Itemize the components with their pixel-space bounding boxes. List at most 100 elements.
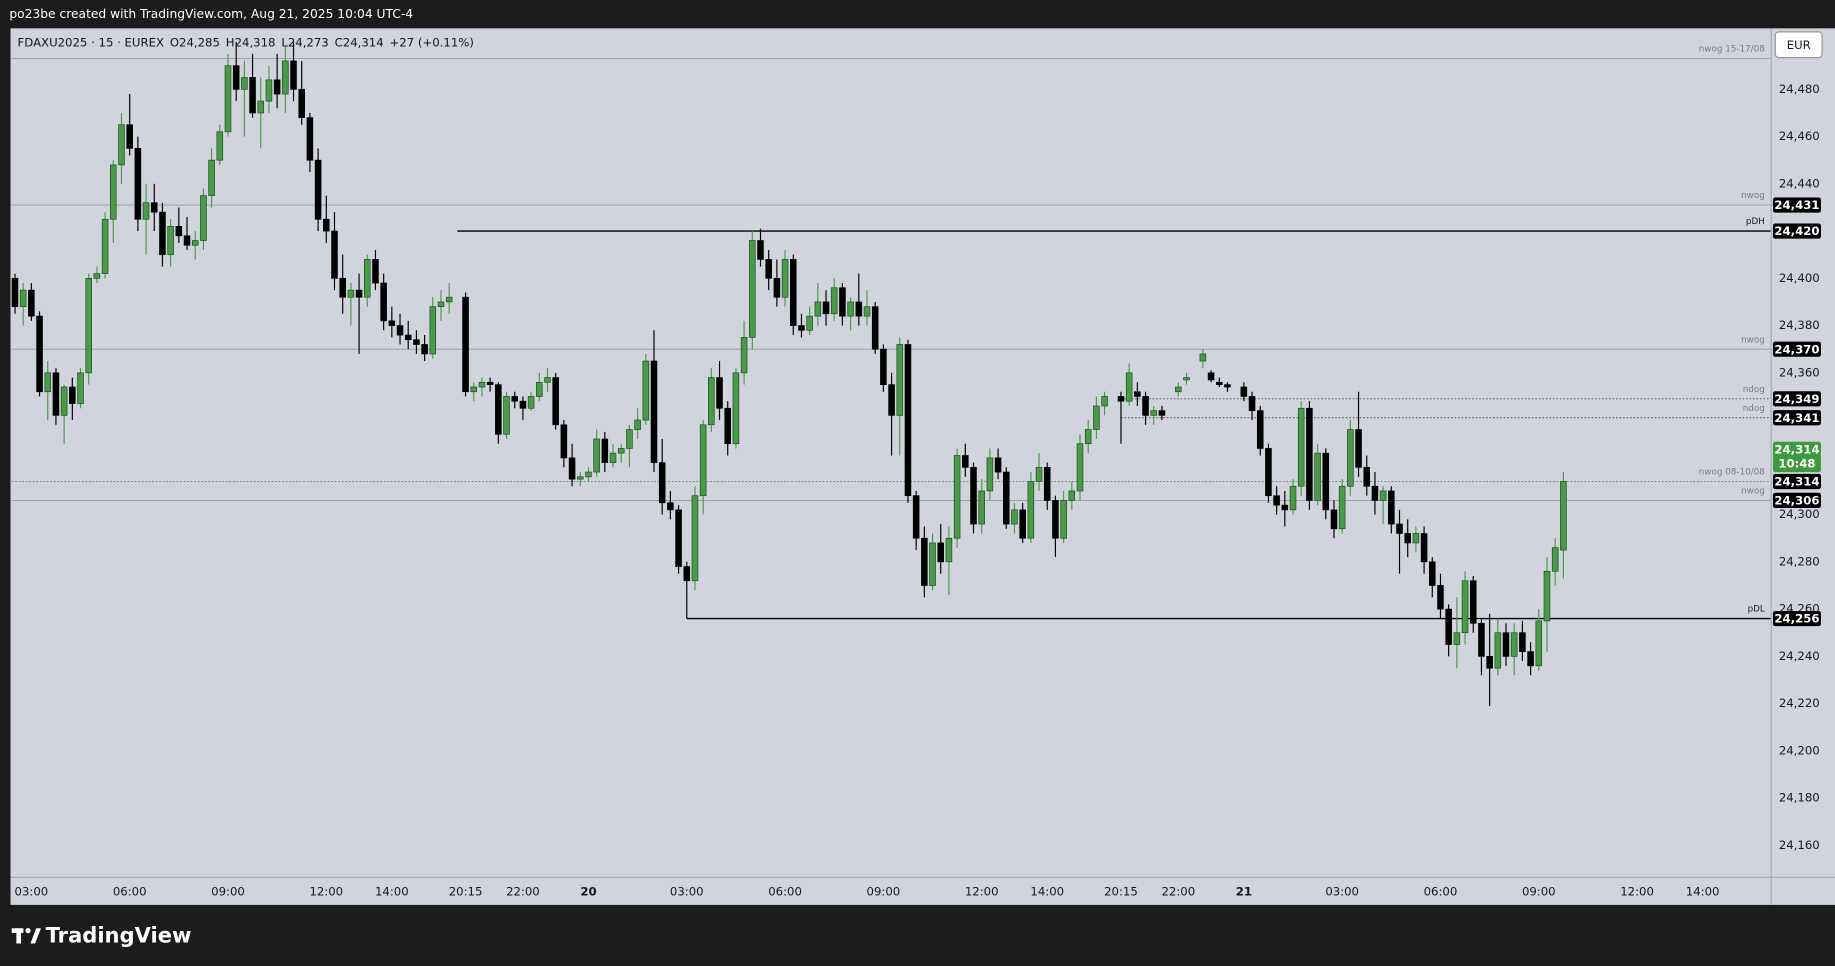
candle-body	[126, 124, 133, 149]
x-tick-label: 03:00	[1325, 885, 1359, 899]
candle-body	[1347, 429, 1354, 487]
x-tick-label: 20:15	[1104, 885, 1138, 899]
candle-body	[1379, 490, 1387, 501]
currency-button[interactable]	[1774, 31, 1823, 59]
level-name: pDH	[1746, 217, 1765, 227]
candle-body	[871, 306, 879, 350]
candle-body	[650, 360, 658, 463]
candle-body	[536, 381, 543, 397]
candle-body	[708, 377, 715, 426]
price-label: 24,431	[1774, 198, 1819, 212]
candle-body	[134, 148, 142, 220]
candle-body	[511, 396, 518, 402]
level-name: nwog 15-17/08	[1699, 45, 1765, 55]
x-tick-label: 22:00	[1161, 885, 1195, 899]
candle-body	[1445, 608, 1452, 645]
candle-body	[798, 325, 805, 331]
candle-body	[1150, 410, 1158, 416]
candle-body	[552, 377, 559, 426]
candle-body	[1125, 372, 1133, 402]
logo-slash	[30, 928, 41, 944]
price-label: 24,306	[1774, 494, 1819, 508]
x-tick-label: 12:00	[965, 885, 999, 899]
candle-body	[634, 419, 641, 430]
candle-body	[699, 424, 707, 497]
candle-body	[1478, 622, 1485, 657]
candle-body	[1002, 471, 1010, 525]
candle-body	[544, 377, 551, 383]
x-tick-label: 03:00	[670, 885, 704, 899]
candle-body	[929, 542, 936, 586]
candle-body	[1248, 396, 1256, 411]
last-price-box	[1772, 441, 1821, 473]
candle-body	[880, 348, 887, 385]
legend-item: H24,318	[226, 35, 276, 49]
candle-body	[265, 79, 273, 102]
candle-body	[1093, 405, 1100, 430]
price-label-box	[1772, 223, 1821, 239]
candle-body	[437, 301, 445, 308]
price-label: 24,256	[1774, 612, 1819, 626]
candle-body	[388, 320, 396, 326]
candle-body	[691, 495, 699, 582]
candle-body	[781, 259, 789, 298]
candle-body	[380, 282, 387, 322]
candle-body	[658, 462, 666, 504]
candle-body	[1453, 632, 1461, 645]
candle-body	[1437, 585, 1444, 610]
candle-body	[732, 372, 740, 445]
candle-body	[355, 289, 363, 298]
brand: TradingView	[46, 922, 192, 947]
y-tick-label: 24,200	[1779, 743, 1820, 757]
candle-body	[52, 372, 60, 416]
candle-body	[19, 289, 27, 308]
candle-body	[716, 377, 723, 409]
price-label-box	[1772, 391, 1821, 407]
candle-body	[363, 259, 371, 298]
candle-body	[585, 471, 592, 478]
x-tick-label: 09:00	[867, 885, 901, 899]
candle-body	[757, 240, 764, 260]
candle-body	[1076, 443, 1084, 492]
candle-body	[1469, 580, 1477, 624]
candle-body	[323, 218, 330, 232]
candle-body	[1175, 386, 1182, 393]
candle-body	[142, 202, 150, 220]
logo-dot	[25, 928, 31, 934]
level-name: nwog	[1741, 487, 1765, 497]
candle-body	[683, 566, 691, 582]
x-tick-label: 12:00	[1620, 885, 1654, 899]
level-name: ndog	[1743, 404, 1765, 414]
candle-body	[601, 438, 609, 463]
countdown: 10:48	[1778, 456, 1815, 470]
legend-item: C24,314	[335, 35, 384, 49]
candle-body	[429, 306, 437, 355]
price-label-box	[1772, 410, 1821, 426]
candle-body	[830, 287, 838, 315]
price-label: 24,341	[1774, 411, 1819, 425]
candle-body	[1330, 509, 1338, 530]
level-name: nwog	[1741, 335, 1765, 345]
candle-body	[749, 240, 756, 338]
candle-body	[445, 296, 453, 303]
candle-body	[486, 381, 494, 385]
candle-body	[69, 386, 76, 404]
candle-body	[191, 240, 199, 246]
candle-body	[986, 457, 994, 492]
x-tick-label: 21	[1236, 885, 1252, 899]
candle-body	[1551, 547, 1559, 572]
level-name: nwog	[1741, 191, 1765, 201]
candle-body	[314, 159, 322, 220]
candle-body	[953, 455, 961, 539]
price-label-box	[1772, 492, 1821, 509]
candle-body	[224, 65, 232, 133]
candle-body	[855, 301, 863, 317]
candle-body	[372, 259, 379, 284]
x-tick-label: 14:00	[375, 885, 409, 899]
candle-body	[1240, 386, 1248, 397]
candle-body	[85, 277, 92, 374]
candle-body	[421, 344, 428, 355]
y-tick-label: 24,180	[1779, 791, 1820, 805]
candle-body	[1543, 570, 1551, 622]
